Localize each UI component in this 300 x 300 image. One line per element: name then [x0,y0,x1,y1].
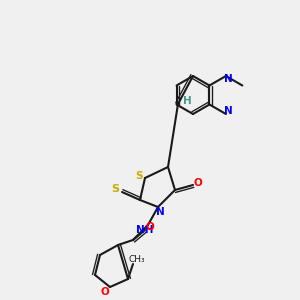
Text: CH₃: CH₃ [129,254,145,263]
Text: N: N [224,74,232,84]
Text: H: H [183,96,191,106]
Text: NH: NH [136,225,154,235]
Text: O: O [100,287,109,297]
Text: N: N [224,106,232,116]
Text: O: O [146,222,154,232]
Text: O: O [194,178,202,188]
Text: N: N [156,207,164,217]
Text: S: S [135,171,143,181]
Text: S: S [111,184,119,194]
